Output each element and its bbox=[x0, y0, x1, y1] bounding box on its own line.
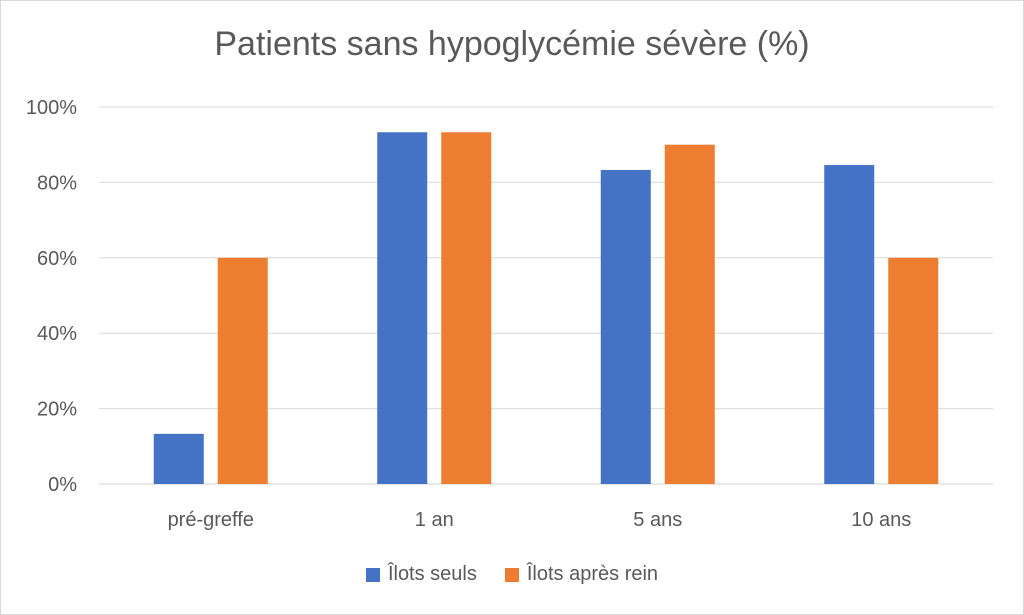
y-tick-label: 60% bbox=[37, 248, 77, 270]
legend-item-ilots-seuls: Îlots seuls bbox=[365, 563, 477, 586]
y-tick-label: 0% bbox=[48, 474, 77, 496]
chart-legend: Îlots seuls Îlots après rein bbox=[1, 563, 1023, 586]
legend-swatch-ilots-seuls bbox=[365, 567, 380, 582]
x-tick-label: 10 ans bbox=[851, 509, 911, 531]
bar-ilots-seuls bbox=[600, 169, 651, 485]
legend-label-ilots-apres-rein: Îlots après rein bbox=[526, 563, 659, 585]
bar-ilots-seuls bbox=[377, 132, 428, 484]
y-tick-label: 40% bbox=[37, 323, 77, 345]
bar-ilots-apres-rein bbox=[441, 132, 492, 484]
legend-swatch-ilots-apres-rein bbox=[504, 567, 519, 582]
bar-ilots-apres-rein bbox=[664, 144, 715, 484]
bar-ilots-apres-rein bbox=[888, 257, 939, 484]
chart-title: Patients sans hypoglycémie sévère (%) bbox=[214, 25, 810, 63]
y-tick-label: 100% bbox=[26, 97, 77, 119]
y-tick-label: 20% bbox=[37, 399, 77, 421]
x-tick-label: 1 an bbox=[415, 509, 454, 531]
y-tick-label: 80% bbox=[37, 172, 77, 194]
x-tick-label: 5 ans bbox=[633, 509, 682, 531]
bar-ilots-seuls bbox=[824, 165, 875, 485]
bar-ilots-seuls bbox=[153, 433, 204, 484]
x-tick-label: pré-greffe bbox=[168, 509, 254, 531]
legend-label-ilots-seuls: Îlots seuls bbox=[387, 563, 477, 585]
bar-ilots-apres-rein bbox=[217, 257, 268, 484]
legend-item-ilots-apres-rein: Îlots après rein bbox=[504, 563, 659, 586]
